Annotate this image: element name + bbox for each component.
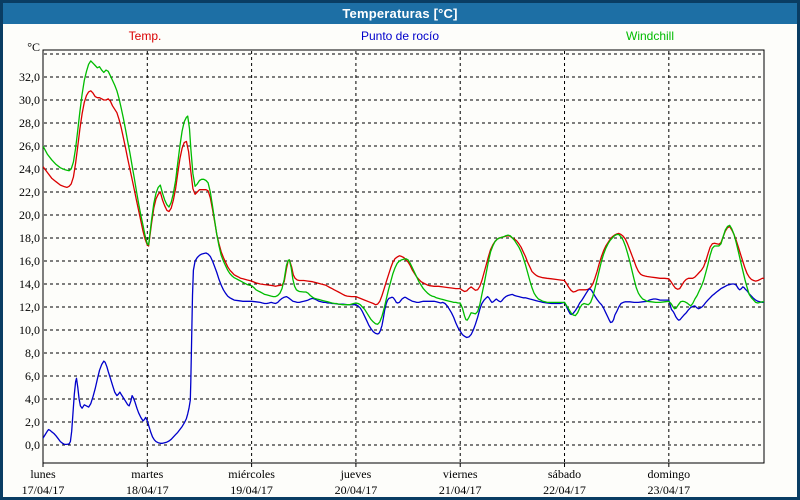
chart-legend: Temp. Punto de rocío Windchill <box>3 29 797 45</box>
x-day-label: domingo <box>647 467 690 481</box>
x-date-label: 17/04/17 <box>22 483 65 497</box>
page-title: Temperaturas [°C] <box>342 6 458 21</box>
x-day-label: lunes <box>30 467 56 481</box>
y-tick-label: 16,0 <box>19 254 40 268</box>
y-tick-label: 18,0 <box>19 231 40 245</box>
y-axis-unit-label: °C <box>27 40 40 54</box>
x-date-label: 22/04/17 <box>543 483 586 497</box>
y-tick-label: 6,0 <box>25 369 40 383</box>
y-tick-label: 2,0 <box>25 415 40 429</box>
series-windchill-line <box>43 60 764 325</box>
plot-border <box>42 49 765 464</box>
y-tick-label: 30,0 <box>19 93 40 107</box>
series-dewpoint-line <box>43 252 764 446</box>
y-tick-label: 0,0 <box>25 438 40 452</box>
x-day-label: viernes <box>443 467 478 481</box>
title-bar: Temperaturas [°C] <box>3 3 797 24</box>
legend-item-windchill: Windchill <box>625 29 675 43</box>
x-date-label: 23/04/17 <box>647 483 690 497</box>
y-tick-label: 10,0 <box>19 323 40 337</box>
legend-item-temp: Temp. <box>128 29 162 43</box>
x-day-label: miércoles <box>228 467 275 481</box>
y-tick-label: 12,0 <box>19 300 40 314</box>
y-tick-label: 8,0 <box>25 346 40 360</box>
y-tick-label: 26,0 <box>19 139 40 153</box>
y-tick-label: 22,0 <box>19 185 40 199</box>
y-tick-label: 32,0 <box>19 70 40 84</box>
x-date-label: 19/04/17 <box>230 483 273 497</box>
temperature-chart: 0,0 2,0 4,0 6,0 8,0 10,0 12,0 14,0 16,0 18,0 20,0 2… <box>19 40 765 497</box>
x-date-label: 21/04/17 <box>439 483 482 497</box>
x-date-label: 20/04/17 <box>335 483 378 497</box>
y-tick-label: 14,0 <box>19 277 40 291</box>
y-tick-label: 28,0 <box>19 116 40 130</box>
y-tick-label: 20,0 <box>19 208 40 222</box>
legend-item-dewpoint: Punto de rocío <box>360 29 440 43</box>
x-day-label: sábado <box>548 467 581 481</box>
x-day-label: jueves <box>340 467 372 481</box>
series-temp-line <box>43 90 764 306</box>
y-tick-label: 24,0 <box>19 162 40 176</box>
y-tick-label: 4,0 <box>25 392 40 406</box>
x-date-label: 18/04/17 <box>126 483 169 497</box>
x-day-label: martes <box>131 467 163 481</box>
